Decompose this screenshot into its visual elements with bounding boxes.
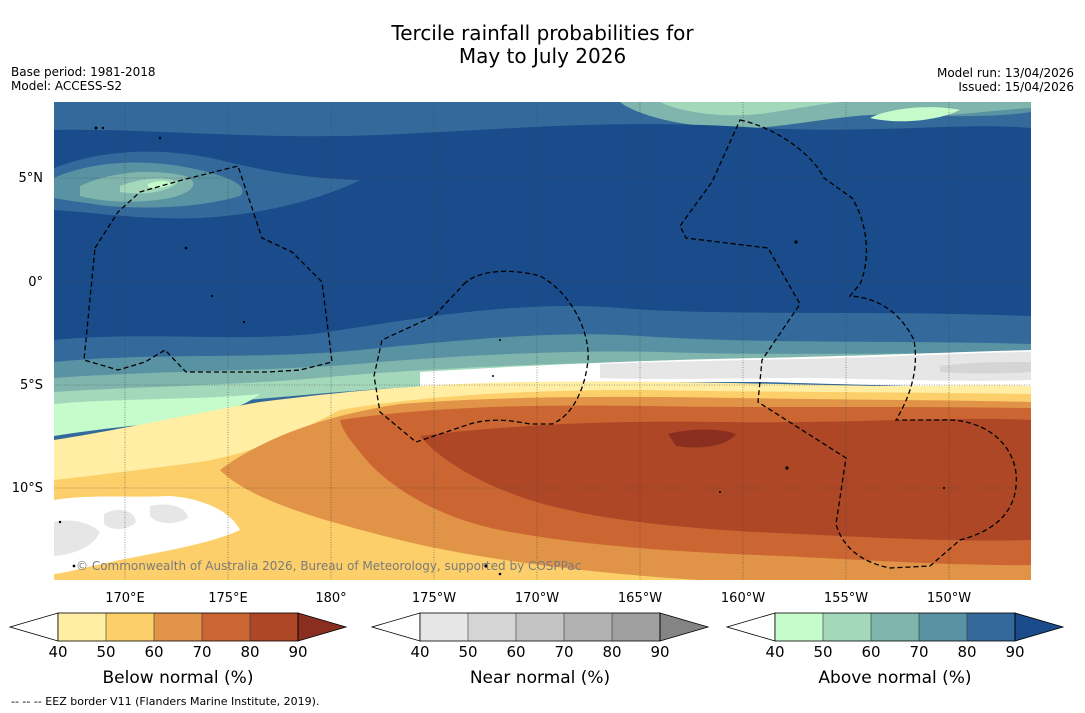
map-title: Tercile rainfall probabilities for May t… [0, 22, 1085, 68]
near-normal-colorbar-tick: 40 [410, 643, 430, 661]
near-normal-colorbar-over [659, 612, 710, 642]
above-normal-colorbar-tick: 80 [957, 643, 977, 661]
lat-label-0: 0° [28, 275, 43, 290]
near-normal-colorbar-tick: 60 [506, 643, 526, 661]
issued-date: Issued: 15/04/2026 [958, 80, 1074, 94]
lon-label-170e: 170°E [105, 591, 145, 606]
below-normal-colorbar-tick: 80 [240, 643, 260, 661]
west-pale-patch [54, 394, 260, 436]
lon-label-165w: 165°W [618, 591, 662, 606]
lon-label-180: 180° [315, 591, 346, 606]
near-normal-colorbar-tick: 80 [602, 643, 622, 661]
north-light-patch [660, 102, 840, 116]
west-lens-center [148, 181, 172, 188]
below-normal-colorbar-tick: 40 [48, 643, 68, 661]
title-line-2: May to July 2026 [458, 44, 627, 68]
model-run: Model run: 13/04/2026 [936, 66, 1074, 80]
near-normal-colorbar-tick: 70 [554, 643, 574, 661]
above-normal-colorbar-title: Above normal (%) [818, 668, 972, 688]
above-normal-colorbar-segment [823, 613, 871, 641]
above-normal-colorbar-tick: 70 [909, 643, 929, 661]
meta-right: Model run: 13/04/2026 Issued: 15/04/2026 [937, 66, 1074, 94]
near-normal-darker [940, 362, 1031, 374]
near-normal-colorbar-segment [516, 613, 564, 641]
lon-label-175e: 175°E [208, 591, 248, 606]
lat-label-5n: 5°N [19, 171, 44, 186]
near-normal-colorbar-segment [564, 613, 612, 641]
eez-central-zone [373, 270, 589, 443]
base-period: Base period: 1981-2018 [11, 65, 156, 79]
map-credit: © Commonwealth of Australia 2026, Bureau… [76, 559, 581, 573]
above-normal-colorbar-segment [919, 613, 967, 641]
below-normal-colorbar-segment [250, 613, 298, 641]
near-normal-colorbar-segment [468, 613, 516, 641]
below-normal-colorbar-tick: 70 [192, 643, 212, 661]
below-normal-colorbar-tick: 50 [96, 643, 116, 661]
below-normal-colorbar-title: Below normal (%) [102, 668, 254, 688]
lon-label-160w: 160°W [721, 591, 765, 606]
above-normal-colorbar-tick: 50 [813, 643, 833, 661]
near-normal-colorbar-segment [420, 613, 468, 641]
meta-left: Base period: 1981-2018 Model: ACCESS-S2 [11, 65, 156, 93]
below-normal-colorbar-tick: 60 [144, 643, 164, 661]
near-normal-strip [600, 352, 1031, 381]
north-pale-patch [870, 107, 960, 122]
title-line-1: Tercile rainfall probabilities for [391, 21, 694, 45]
below-normal-colorbar-segment [154, 613, 202, 641]
near-normal-colorbar-segment [612, 613, 660, 641]
sw-gray-patch-3 [150, 504, 188, 524]
below-normal-80-zone [420, 418, 1031, 541]
rainfall-map: © Commonwealth of Australia 2026, Bureau… [54, 102, 1031, 580]
teal-band [54, 334, 1031, 384]
below-normal-colorbar-segment [58, 613, 106, 641]
model-name: Model: ACCESS-S2 [11, 79, 123, 93]
below-normal-colorbar-segment [106, 613, 154, 641]
near-normal-colorbar-title: Near normal (%) [469, 668, 611, 688]
near-normal-colorbar-tick: 50 [458, 643, 478, 661]
above-normal-colorbar-frame [774, 612, 1016, 642]
sw-gray-patch-1 [54, 520, 100, 556]
below-normal-colorbar-tick: 90 [288, 643, 308, 661]
lat-label-10s: 10°S [12, 481, 43, 496]
eez-footnote: -- -- -- EEZ border V11 (Flanders Marine… [11, 695, 320, 708]
below-normal-colorbar-under [8, 612, 59, 642]
lat-labels: 5°N 0° 5°S 10°S [12, 171, 43, 496]
near-normal-colorbar-tick: 90 [650, 643, 670, 661]
above-normal-colorbar-segment [775, 613, 823, 641]
lon-label-150w: 150°W [927, 591, 971, 606]
below-normal-colorbar-over [297, 612, 348, 642]
lon-label-155w: 155°W [824, 591, 868, 606]
sw-gray-patch-2 [104, 509, 136, 529]
lat-label-5s: 5°S [20, 378, 43, 393]
colorbars [8, 612, 1065, 642]
above-normal-colorbar-under [725, 612, 776, 642]
below-normal-colorbar-frame [57, 612, 299, 642]
lon-label-175w: 175°W [412, 591, 456, 606]
below-normal-90-patch [668, 429, 736, 448]
lon-labels: 170°E 175°E 180° 175°W 170°W 165°W 160°W… [105, 591, 971, 606]
gridlines [54, 102, 1031, 580]
island-specks [58, 126, 945, 576]
above-normal-colorbar-segment [871, 613, 919, 641]
above-normal-colorbar-tick: 40 [765, 643, 785, 661]
below-normal-colorbar-segment [202, 613, 250, 641]
lon-label-170w: 170°W [515, 591, 559, 606]
eez-eastern-zone [679, 119, 1017, 569]
eez-western-zone [83, 165, 333, 373]
above-normal-colorbar-over [1014, 612, 1065, 642]
sw-white-area [54, 496, 240, 574]
eez-borders [83, 119, 1017, 569]
above-normal-colorbar-tick: 90 [1005, 643, 1025, 661]
above-normal-colorbar-segment [967, 613, 1015, 641]
above-normal-colorbar-tick: 60 [861, 643, 881, 661]
near-normal-colorbar-under [370, 612, 421, 642]
near-normal-colorbar-frame [419, 612, 661, 642]
